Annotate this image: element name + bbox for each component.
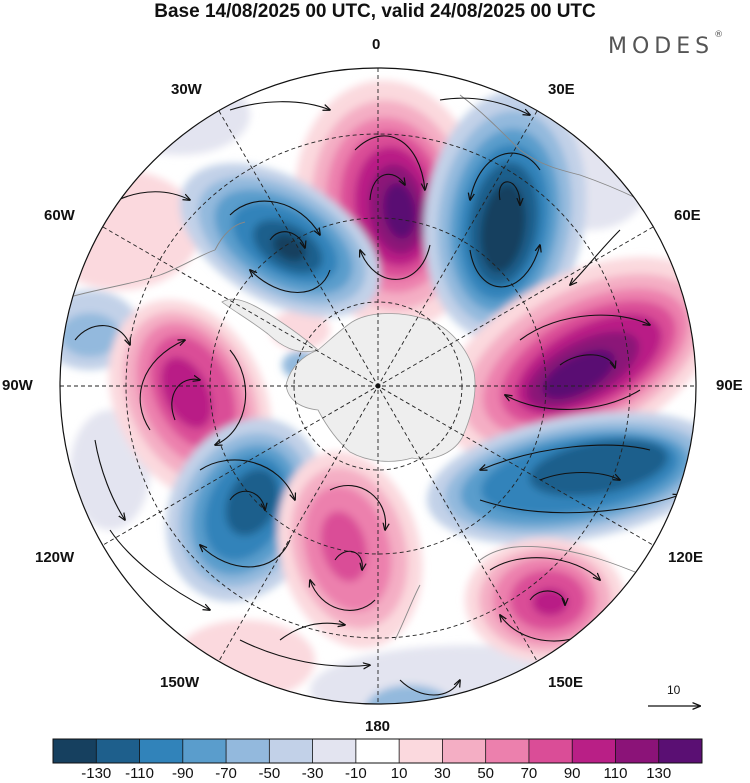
colorbar-tick-label: 130 <box>646 765 672 782</box>
colorbar-tick-label: 110 <box>603 765 628 782</box>
colorbar-swatch <box>572 739 616 763</box>
label-90w: 90W <box>2 377 33 394</box>
colorbar-tick-label: -50 <box>258 765 281 782</box>
colorbar-tick-label: -70 <box>215 765 237 782</box>
colorbar-tick-label: 30 <box>434 765 451 782</box>
colorbar-swatch <box>442 739 487 763</box>
colorbar-swatch <box>269 739 314 763</box>
colorbar-swatch <box>96 739 141 763</box>
colorbar-tick-label: -110 <box>125 765 154 782</box>
reference-vector-label: 10 <box>667 683 681 697</box>
label-180: 180 <box>365 718 391 735</box>
label-90e: 90E <box>716 377 743 394</box>
label-30w: 30W <box>171 81 202 98</box>
map-border <box>59 67 697 705</box>
colorbar-swatch <box>658 739 703 763</box>
map-disk <box>60 68 696 704</box>
label-150w: 150W <box>160 674 200 691</box>
colorbar-swatch <box>528 739 573 763</box>
colorbar-tick-label: 70 <box>520 765 538 782</box>
colorbar-swatch <box>226 739 270 763</box>
streamlines <box>74 97 680 696</box>
colorbar-swatch <box>139 739 184 763</box>
south-pole-marker <box>375 383 381 389</box>
colorbar-swatch <box>399 739 443 763</box>
label-150e: 150E <box>548 674 584 691</box>
colorbar-tick-label: -10 <box>345 765 367 782</box>
antarctica-landmass <box>221 298 476 462</box>
colorbar-tick-label: -30 <box>301 765 324 782</box>
colorbar-swatch <box>355 739 400 763</box>
map-title: Base 14/08/2025 00 UTC, valid 24/08/2025… <box>154 1 596 22</box>
colorbar-outline <box>52 738 703 764</box>
label-120e: 120E <box>668 549 704 566</box>
label-120w: 120W <box>35 549 75 566</box>
brand-logo: MODES® <box>608 30 724 59</box>
colorbar-swatch <box>182 739 227 763</box>
colorbar-tick-label: 90 <box>563 765 581 782</box>
colorbar-tick-label: 50 <box>477 765 494 782</box>
colorbar-tick-label: 10 <box>390 765 408 782</box>
colorbar <box>52 738 703 764</box>
label-60e: 60E <box>674 207 701 224</box>
colorbar-swatch <box>615 739 660 763</box>
colorbar-swatch <box>53 739 97 763</box>
label-30e: 30E <box>548 81 575 98</box>
colorbar-swatch <box>485 739 530 763</box>
label-60w: 60W <box>44 207 75 224</box>
colorbar-swatch <box>312 739 357 763</box>
label-0: 0 <box>372 36 381 53</box>
colorbar-tick-label: -90 <box>171 765 194 782</box>
colorbar-tick-label: -130 <box>81 765 112 782</box>
